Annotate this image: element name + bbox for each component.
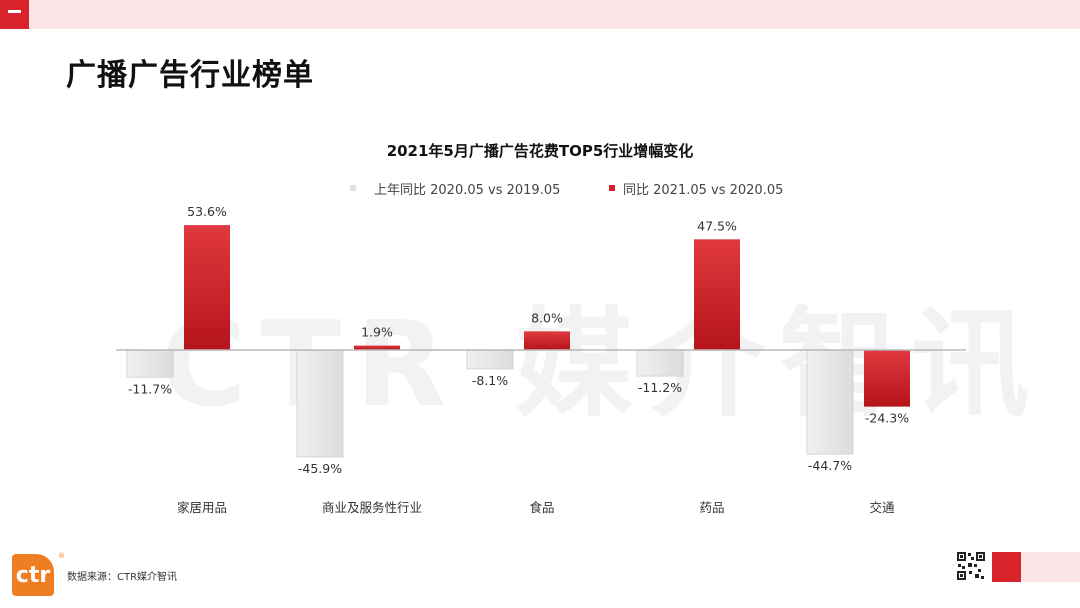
bar-curr-3 [694,239,740,350]
legend-item-curr: 同比 2021.05 vs 2020.05 [609,179,784,198]
data-label-curr-1: 1.9% [361,325,393,340]
bottom-accent [992,552,1021,582]
bar-prev-3 [636,349,684,377]
data-label-prev-1: -45.9% [298,461,342,476]
legend-label-curr: 同比 2021.05 vs 2020.05 [623,182,784,198]
data-label-curr-2: 8.0% [531,310,563,325]
data-label-prev-0: -11.7% [128,381,172,396]
page-title: 广播广告行业榜单 [66,58,314,93]
data-label-prev-2: -8.1% [472,373,508,388]
bar-curr-2 [524,331,570,350]
category-label-0: 家居用品 [177,500,227,515]
legend-swatch-prev [350,185,356,191]
ctr-logo: ctr [12,554,54,596]
data-label-curr-4: -24.3% [865,411,909,426]
data-source: 数据来源：CTR媒介智讯 [67,572,178,583]
category-label-4: 交通 [869,500,895,515]
menu-button[interactable] [0,0,29,29]
legend-label-prev: 上年同比 2020.05 vs 2019.05 [374,182,561,198]
bar-curr-1 [354,345,400,350]
bar-prev-2 [466,349,514,370]
bar-curr-4 [864,350,910,407]
bar-curr-0 [184,225,230,350]
data-label-prev-4: -44.7% [808,458,852,473]
hamburger-menu-icon [8,9,21,20]
bar-prev-4 [806,349,854,455]
category-label-1: 商业及服务性行业 [322,500,422,515]
registered-mark: ® [58,552,65,560]
category-label-3: 药品 [699,500,724,515]
top-bar [0,0,1080,29]
data-label-curr-3: 47.5% [697,218,737,233]
legend-swatch-curr [609,185,615,191]
category-label-2: 食品 [529,500,554,515]
data-label-curr-0: 53.6% [187,204,227,219]
bar-prev-1 [296,349,344,458]
qr-code-icon [956,551,986,581]
legend-item-prev: 上年同比 2020.05 vs 2019.05 [350,179,561,198]
data-label-prev-3: -11.2% [638,380,682,395]
bar-prev-0 [126,349,174,378]
chart-title: 2021年5月广播广告花费TOP5行业增幅变化 [386,142,694,160]
